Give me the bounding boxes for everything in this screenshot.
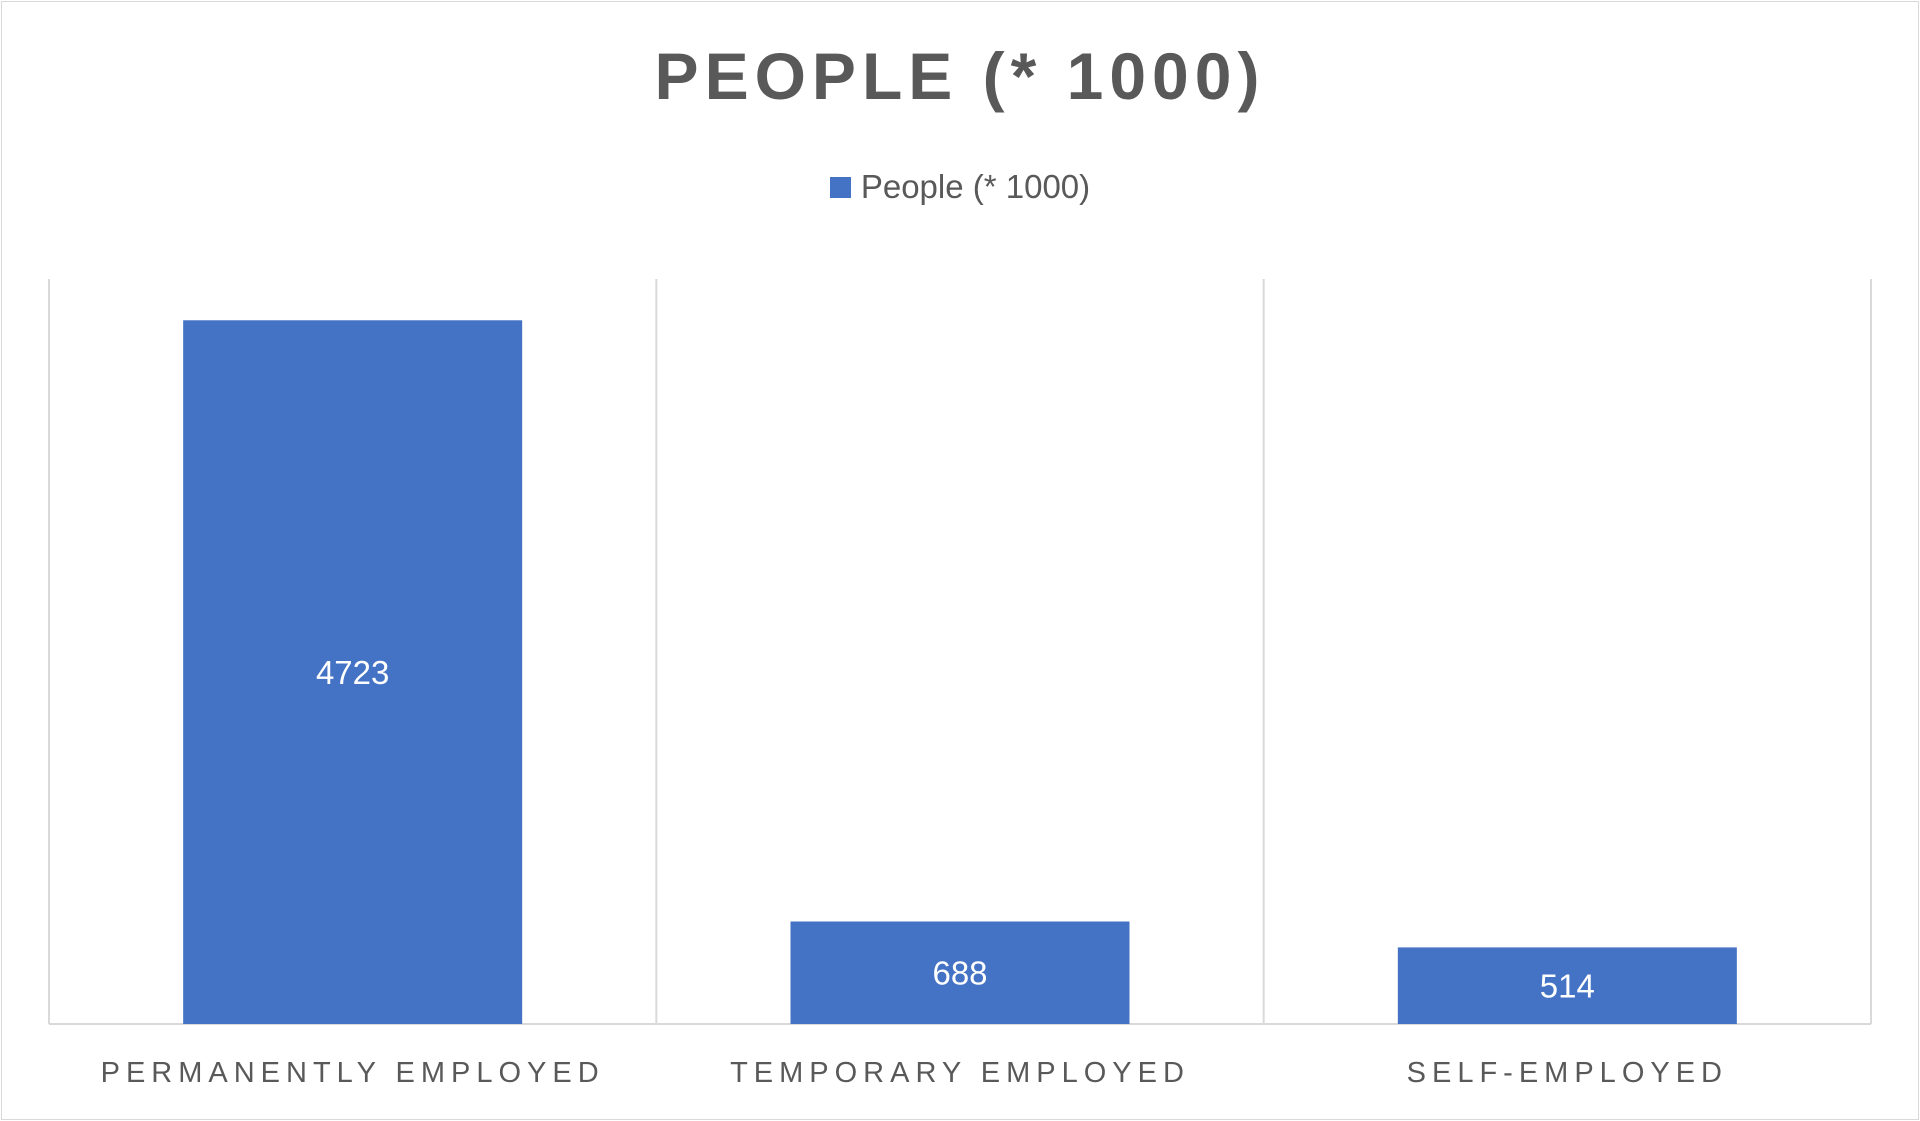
chart-legend: People (* 1000)	[0, 168, 1920, 206]
data-label-1: 4723	[316, 654, 389, 691]
legend-swatch	[829, 176, 851, 198]
category-label-3: SELF-EMPLOYED	[1407, 1057, 1728, 1089]
bar-3	[1397, 947, 1737, 1024]
bar-1	[183, 320, 523, 1024]
data-label-2: 688	[932, 955, 987, 992]
data-label-3: 514	[1540, 968, 1595, 1005]
bar-2	[790, 921, 1130, 1024]
category-label-2: TEMPORARY EMPLOYED	[730, 1057, 1190, 1089]
chart-title: PEOPLE (* 1000)	[654, 39, 1266, 113]
category-label-1: PERMANENTLY EMPLOYED	[101, 1057, 605, 1089]
legend-label: People (* 1000)	[860, 168, 1091, 205]
